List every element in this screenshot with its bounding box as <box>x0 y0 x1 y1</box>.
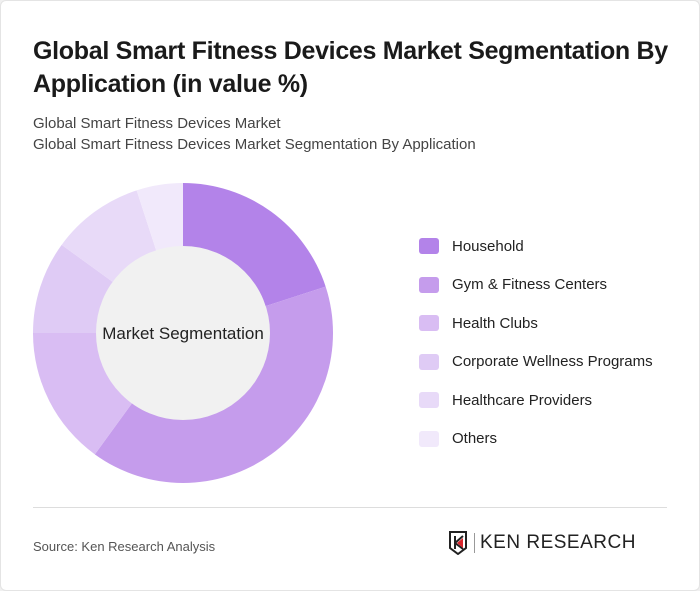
logo-text: KEN RESEARCH <box>474 533 636 553</box>
donut-center <box>96 246 270 420</box>
logo-icon <box>449 531 467 555</box>
divider <box>33 507 667 508</box>
legend: Household Gym & Fitness Centers Health Clu… <box>419 227 653 458</box>
legend-label: Others <box>452 430 498 448</box>
legend-item: Gym & Fitness Centers <box>419 266 653 305</box>
chart-title: Global Smart Fitness Devices Market Segm… <box>33 37 668 98</box>
legend-label: Healthcare Providers <box>452 391 593 409</box>
center-label: Market Segmentation <box>102 324 264 343</box>
subtitle-market: Global Smart Fitness Devices Market <box>33 115 281 132</box>
legend-swatch <box>419 430 439 447</box>
legend-item: Health Clubs <box>419 304 653 343</box>
legend-swatch <box>419 315 439 332</box>
legend-item: Household <box>419 227 653 266</box>
donut-chart: Market Segmentation <box>33 183 333 483</box>
source-note: Source: Ken Research Analysis <box>33 539 216 554</box>
legend-item: Corporate Wellness Programs <box>419 343 653 382</box>
legend-item: Healthcare Providers <box>419 381 653 420</box>
legend-label: Health Clubs <box>452 314 538 332</box>
subtitle-segmentation: Global Smart Fitness Devices Market Segm… <box>33 136 476 153</box>
legend-swatch <box>419 238 439 255</box>
legend-item: Others <box>419 420 653 459</box>
legend-swatch <box>419 353 439 370</box>
legend-swatch <box>419 392 439 409</box>
legend-label: Corporate Wellness Programs <box>452 353 653 371</box>
legend-swatch <box>419 276 439 293</box>
legend-label: Household <box>452 237 524 255</box>
legend-label: Gym & Fitness Centers <box>452 276 608 294</box>
ken-research-logo: KEN RESEARCH <box>448 531 636 555</box>
